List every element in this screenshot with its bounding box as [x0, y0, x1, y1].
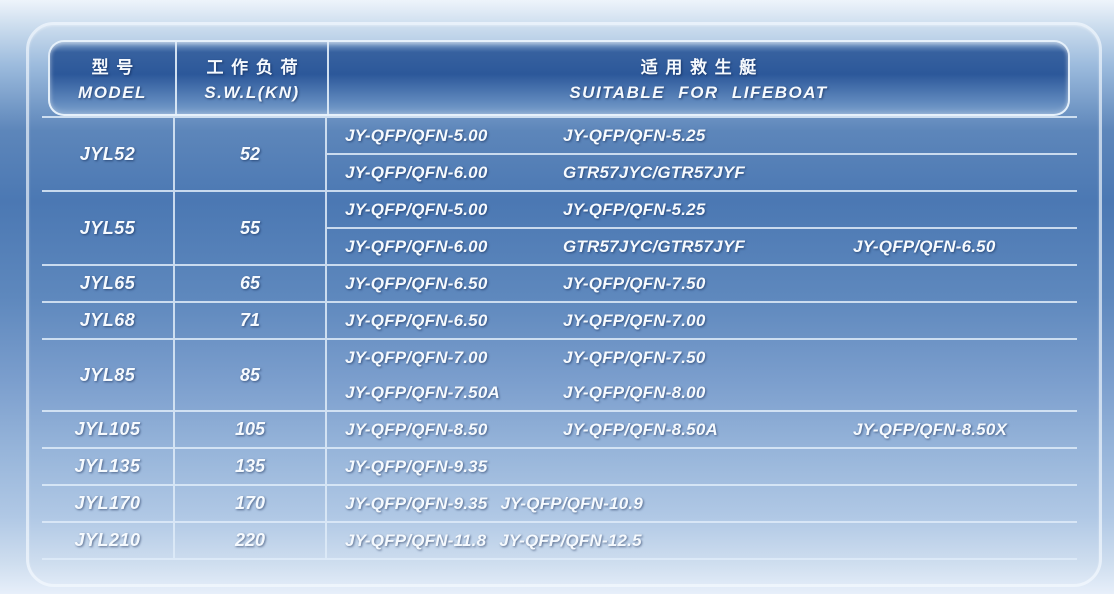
lifeboat-cell: JY-QFP/QFN-9.35 JY-QFP/QFN-10.9: [327, 486, 1077, 521]
lifeboat-line: JY-QFP/QFN-5.00 JY-QFP/QFN-5.25: [327, 192, 1077, 229]
lifeboat-cell: JY-QFP/QFN-6.50 JY-QFP/QFN-7.50: [327, 266, 1077, 301]
lifeboat-model: JY-QFP/QFN-6.00: [345, 236, 488, 256]
model-cell: JYL65: [79, 273, 136, 293]
header-swl-en: S.W.L(KN): [204, 83, 300, 102]
lifeboat-model: JY-QFP/QFN-5.00: [345, 125, 488, 145]
header-lifeboat-en: SUITABLE FOR LIFEBOAT: [569, 83, 828, 102]
lifeboat-model: JY-QFP/QFN-5.25: [563, 125, 706, 145]
lifeboat-model: JY-QFP/QFN-6.50: [853, 236, 996, 256]
lifeboat-model: JY-QFP/QFN-7.50: [563, 347, 706, 367]
lifeboat-line: JY-QFP/QFN-9.35 JY-QFP/QFN-10.9: [327, 486, 1077, 521]
swl-cell: 170: [173, 486, 327, 521]
model-cell: JYL135: [74, 456, 141, 476]
lifeboat-cell: JY-QFP/QFN-6.50 JY-QFP/QFN-7.00: [327, 303, 1077, 338]
model-cell: JYL55: [79, 217, 136, 238]
lifeboat-line: JY-QFP/QFN-6.00 GTR57JYC/GTR57JYF JY-QFP/Q…: [327, 229, 1077, 264]
table-row: JYL52 52 JY-QFP/QFN-5.00 JY-QFP/QFN-5.25 JY-…: [42, 118, 1077, 192]
header-model-zh: 型号: [91, 58, 141, 77]
model-cell: JYL68: [79, 310, 136, 330]
header-model-column: 型号 MODEL: [50, 42, 175, 114]
lifeboat-cell: JY-QFP/QFN-9.35: [327, 449, 1077, 484]
lifeboat-line: JY-QFP/QFN-8.50 JY-QFP/QFN-8.50A JY-QFP/QF…: [327, 412, 1077, 447]
lifeboat-model: JY-QFP/QFN-10.9: [500, 493, 643, 513]
lifeboat-line: JY-QFP/QFN-6.50 JY-QFP/QFN-7.00: [327, 303, 1077, 338]
swl-cell: 71: [173, 303, 327, 338]
swl-cell: 52: [173, 118, 327, 190]
lifeboat-line: JY-QFP/QFN-7.50A JY-QFP/QFN-8.00: [327, 375, 1077, 410]
lifeboat-model: JY-QFP/QFN-7.00: [563, 310, 706, 330]
lifeboat-model: JY-QFP/QFN-9.35: [345, 456, 488, 476]
header-lifeboat-column: 适用救生艇 SUITABLE FOR LIFEBOAT: [329, 42, 1068, 114]
swl-cell: 85: [173, 340, 327, 410]
lifeboat-model: GTR57JYC/GTR57JYF: [563, 162, 745, 182]
lifeboat-model: JY-QFP/QFN-8.50: [345, 419, 488, 439]
model-cell: JYL85: [79, 364, 136, 385]
lifeboat-model: JY-QFP/QFN-6.50: [345, 310, 488, 330]
lifeboat-model: JY-QFP/QFN-8.00: [563, 382, 706, 402]
lifeboat-cell: JY-QFP/QFN-5.00 JY-QFP/QFN-5.25 JY-QFP/QFN…: [327, 118, 1077, 190]
lifeboat-line: JY-QFP/QFN-6.50 JY-QFP/QFN-7.50: [327, 266, 1077, 301]
header-model-en: MODEL: [78, 83, 147, 102]
lifeboat-line: JY-QFP/QFN-9.35: [327, 449, 1077, 484]
lifeboat-line: JY-QFP/QFN-5.00 JY-QFP/QFN-5.25: [327, 118, 1077, 155]
lifeboat-model: JY-QFP/QFN-7.50: [563, 273, 706, 293]
table-row: JYL170 170 JY-QFP/QFN-9.35 JY-QFP/QFN-10.9: [42, 486, 1077, 523]
lifeboat-model: JY-QFP/QFN-11.8: [345, 530, 487, 550]
lifeboat-model: JY-QFP/QFN-5.00: [345, 199, 488, 219]
lifeboat-model: JY-QFP/QFN-8.50A: [563, 419, 718, 439]
lifeboat-model: JY-QFP/QFN-5.25: [563, 199, 706, 219]
model-cell: JYL210: [74, 530, 141, 550]
table-row: JYL105 105 JY-QFP/QFN-8.50 JY-QFP/QFN-8.50A…: [42, 412, 1077, 449]
table-body: JYL52 52 JY-QFP/QFN-5.00 JY-QFP/QFN-5.25 JY-…: [42, 116, 1077, 560]
swl-cell: 220: [173, 523, 327, 558]
table-header: 型号 MODEL 工作负荷 S.W.L(KN) 适用救生艇 SUITABLE F…: [48, 40, 1070, 116]
lifeboat-cell: JY-QFP/QFN-11.8 JY-QFP/QFN-12.5: [327, 523, 1077, 558]
header-lifeboat-zh: 适用救生艇: [640, 58, 764, 77]
table-row: JYL68 71 JY-QFP/QFN-6.50 JY-QFP/QFN-7.00: [42, 303, 1077, 340]
lifeboat-line: JY-QFP/QFN-11.8 JY-QFP/QFN-12.5: [327, 523, 1077, 558]
lifeboat-line: JY-QFP/QFN-6.00 GTR57JYC/GTR57JYF: [327, 155, 1077, 190]
lifeboat-line: JY-QFP/QFN-7.00 JY-QFP/QFN-7.50: [327, 340, 1077, 375]
table-row: JYL65 65 JY-QFP/QFN-6.50 JY-QFP/QFN-7.50: [42, 266, 1077, 303]
table-row: JYL135 135 JY-QFP/QFN-9.35: [42, 449, 1077, 486]
swl-cell: 105: [173, 412, 327, 447]
table-row: JYL210 220 JY-QFP/QFN-11.8 JY-QFP/QFN-12.5: [42, 523, 1077, 560]
lifeboat-model: JY-QFP/QFN-6.50: [345, 273, 488, 293]
lifeboat-model: JY-QFP/QFN-7.50A: [345, 382, 500, 402]
lifeboat-model: JY-QFP/QFN-6.00: [345, 162, 488, 182]
model-cell: JYL170: [74, 493, 141, 513]
lifeboat-model: JY-QFP/QFN-8.50X: [853, 419, 1008, 439]
lifeboat-model: GTR57JYC/GTR57JYF: [563, 236, 745, 256]
lifeboat-model: JY-QFP/QFN-9.35: [345, 493, 488, 513]
lifeboat-cell: JY-QFP/QFN-5.00 JY-QFP/QFN-5.25 JY-QFP/QFN…: [327, 192, 1077, 264]
swl-cell: 65: [173, 266, 327, 301]
swl-cell: 135: [173, 449, 327, 484]
model-cell: JYL105: [74, 419, 141, 439]
model-cell: JYL52: [79, 143, 136, 164]
lifeboat-model: JY-QFP/QFN-12.5: [499, 530, 642, 550]
lifeboat-cell: JY-QFP/QFN-7.00 JY-QFP/QFN-7.50 JY-QFP/QFN…: [327, 340, 1077, 410]
table-row: JYL55 55 JY-QFP/QFN-5.00 JY-QFP/QFN-5.25 JY-…: [42, 192, 1077, 266]
lifeboat-model: JY-QFP/QFN-7.00: [345, 347, 488, 367]
header-swl-column: 工作负荷 S.W.L(KN): [175, 42, 329, 114]
swl-cell: 55: [173, 192, 327, 264]
table-row: JYL85 85 JY-QFP/QFN-7.00 JY-QFP/QFN-7.50 JY-…: [42, 340, 1077, 412]
lifeboat-cell: JY-QFP/QFN-8.50 JY-QFP/QFN-8.50A JY-QFP/QF…: [327, 412, 1077, 447]
header-swl-zh: 工作负荷: [206, 58, 306, 77]
